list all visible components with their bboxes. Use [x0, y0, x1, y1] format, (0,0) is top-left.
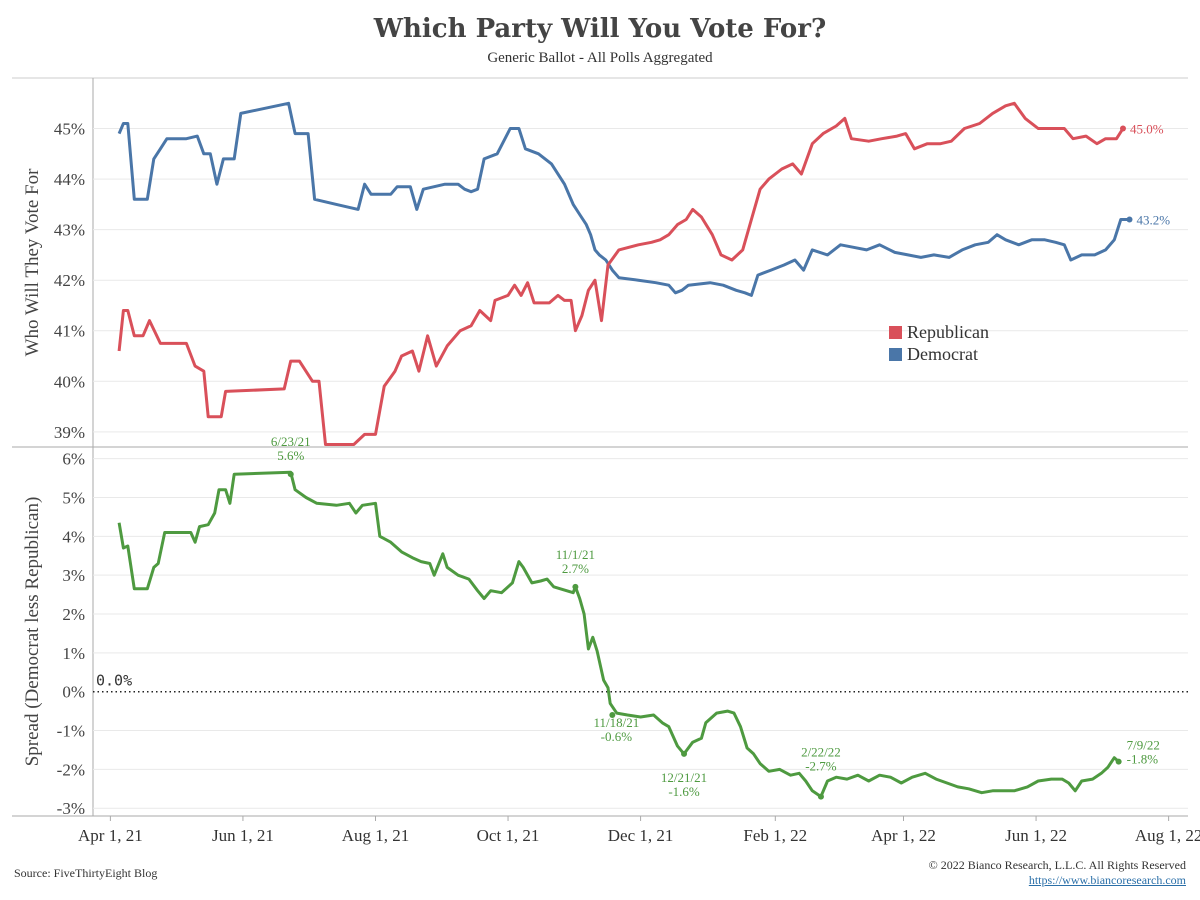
y-tick-label-bottom: 0%	[62, 683, 85, 702]
x-tick-label: Jun 1, 21	[212, 826, 274, 845]
annotation-date-label: 2/22/22	[801, 745, 841, 760]
y-tick-label-top: 41%	[54, 322, 85, 341]
annotation-marker	[1115, 758, 1122, 765]
annotation-value-label: -0.6%	[601, 729, 633, 744]
y-tick-label-top: 42%	[54, 271, 85, 290]
y-tick-label-bottom: 1%	[62, 644, 85, 663]
annotation-marker	[681, 750, 688, 757]
top-panel-grid	[93, 128, 1188, 433]
annotation-marker	[572, 583, 579, 590]
y-tick-label-bottom: -2%	[57, 760, 85, 779]
y-tick-label-bottom: 2%	[62, 605, 85, 624]
annotation-date-label: 7/9/22	[1127, 738, 1160, 753]
annotation-marker	[609, 712, 616, 719]
y-tick-label-bottom: -3%	[57, 799, 85, 818]
x-tick-label: Aug 1, 21	[342, 826, 410, 845]
x-tick-label: Jun 1, 22	[1005, 826, 1067, 845]
series-end-marker-democrat	[1126, 216, 1133, 223]
legend-swatch-democrat	[889, 348, 902, 361]
y-tick-label-top: 43%	[54, 221, 85, 240]
series-end-label-republican: 45.0%	[1130, 122, 1164, 137]
annotation-date-label: 6/23/21	[271, 434, 311, 449]
top-panel-series: 43.2% 45.0%	[117, 101, 1171, 446]
chart-title: Which Party Will You Vote For?	[373, 14, 827, 44]
bottom-panel-series	[117, 470, 1120, 799]
x-tick-label: Aug 1, 22	[1135, 826, 1200, 845]
annotation-date-label: 12/21/21	[661, 770, 707, 785]
chart-frame	[12, 77, 1188, 817]
copyright-text: © 2022 Bianco Research, L.L.C. All Right…	[928, 858, 1186, 872]
series-end-label-democrat: 43.2%	[1137, 213, 1171, 228]
y-tick-label-top: 39%	[54, 423, 85, 442]
y-tick-label-top: 45%	[54, 120, 85, 139]
x-tick-label: Dec 1, 21	[608, 826, 674, 845]
y-tick-label-top: 44%	[54, 170, 85, 189]
website-link[interactable]: https://www.biancoresearch.com	[1028, 873, 1186, 887]
y-tick-label-bottom: -1%	[57, 722, 85, 741]
annotation-date-label: 11/1/21	[556, 547, 595, 562]
source-note: Source: FiveThirtyEight Blog	[14, 866, 158, 880]
x-tick-label: Apr 1, 21	[78, 826, 143, 845]
legend-label-republican: Republican	[907, 322, 989, 342]
x-tick-label: Apr 1, 22	[871, 826, 936, 845]
y-axis-title-top: Who Will They Vote For	[22, 168, 43, 357]
annotation-marker	[817, 793, 824, 800]
y-tick-label-bottom: 6%	[62, 450, 85, 469]
y-tick-label-bottom: 3%	[62, 566, 85, 585]
legend-item-republican: Republican	[889, 322, 989, 343]
annotation-value-label: 5.6%	[277, 448, 304, 463]
series-line-democrat	[117, 101, 1130, 297]
annotation-value-label: 2.7%	[562, 561, 589, 576]
annotation-value-label: -2.7%	[805, 759, 837, 774]
legend: Republican Democrat	[889, 322, 989, 365]
axis-labels: 39% 40% 41% 42% 43% 44% 45% -3% -2% -1% 0% 1% 2% 3% 4%…	[22, 120, 1200, 845]
annotation-date-label: 11/18/21	[593, 715, 639, 730]
chart-subtitle: Generic Ballot - All Polls Aggregated	[487, 50, 713, 66]
annotation-marker	[287, 471, 294, 478]
zero-line-label: 0.0%	[96, 672, 132, 690]
y-tick-label-top: 40%	[54, 372, 85, 391]
y-tick-label-bottom: 4%	[62, 527, 85, 546]
y-axis-title-bottom: Spread (Democrat less Republican)	[22, 497, 43, 767]
series-line-spread	[117, 470, 1120, 799]
annotation-value-label: -1.6%	[668, 784, 700, 799]
legend-swatch-republican	[889, 326, 902, 339]
legend-item-democrat: Democrat	[889, 344, 989, 365]
legend-label-democrat: Democrat	[907, 344, 978, 364]
y-tick-label-bottom: 5%	[62, 488, 85, 507]
series-line-republican	[117, 101, 1125, 446]
spread-annotations: 6/23/215.6% 11/1/212.7% 11/18/21-0.6% 12/21…	[271, 434, 1160, 800]
bottom-panel-grid	[93, 458, 1188, 809]
x-tick-label: Feb 1, 22	[743, 826, 807, 845]
annotation-value-label: -1.8%	[1127, 752, 1159, 767]
series-end-marker-republican	[1119, 125, 1126, 132]
copyright-block: © 2022 Bianco Research, L.L.C. All Right…	[929, 858, 1186, 888]
x-tick-label: Oct 1, 21	[477, 826, 540, 845]
